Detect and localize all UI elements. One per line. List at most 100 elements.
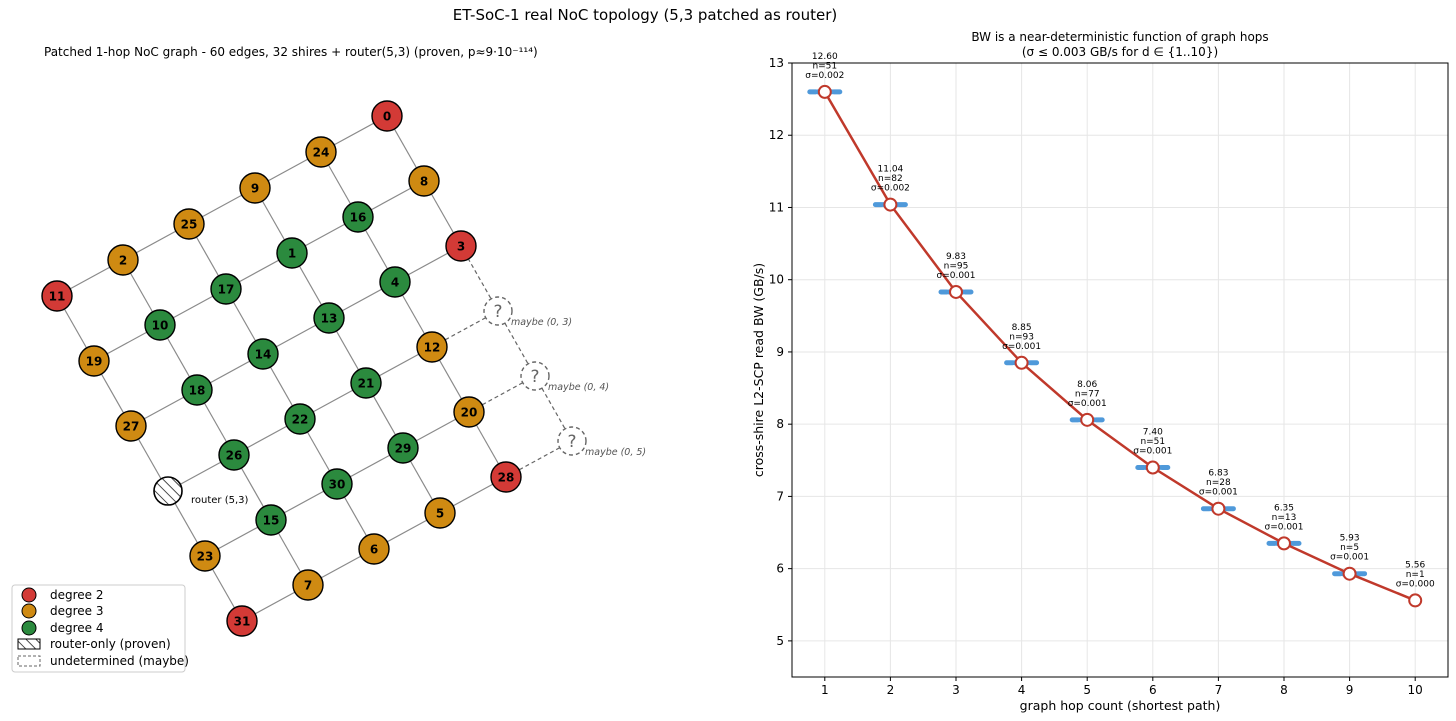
shire-node-label: 14 — [255, 348, 272, 362]
legend-degree4-label: degree 4 — [50, 621, 104, 635]
point-sigma-label: σ=0.002 — [805, 71, 844, 81]
point-value-label: 7.40 — [1143, 428, 1163, 438]
y-tick-label: 6 — [776, 562, 784, 576]
point-n-label: n=82 — [878, 174, 903, 184]
chart-marks: 12.60n=51σ=0.00211.04n=82σ=0.0029.83n=95… — [805, 52, 1435, 608]
shire-node — [173, 208, 205, 240]
shire-node — [239, 172, 271, 204]
point-n-label: n=51 — [1140, 437, 1165, 447]
x-tick-label: 8 — [1280, 683, 1288, 697]
chart-xlabel: graph hop count (shortest path) — [1020, 698, 1221, 713]
legend-maybe-marker — [17, 655, 41, 667]
shire-node — [284, 403, 316, 435]
maybe-node-mark: ? — [530, 367, 539, 387]
shire-node — [371, 100, 403, 132]
shire-node-label: 1 — [288, 247, 296, 261]
chart-title: BW is a near-deterministic function of g… — [971, 30, 1268, 44]
point-value-label: 6.83 — [1208, 469, 1228, 479]
y-tick-label: 13 — [769, 56, 784, 70]
point-sigma-label: σ=0.000 — [1396, 579, 1435, 589]
chart-subtitle: (σ ≤ 0.003 GB/s for d ∈ {1..10}) — [1022, 45, 1218, 59]
graph-edge — [460, 245, 499, 312]
shire-node-label: 10 — [152, 319, 169, 333]
shire-node-label: 21 — [358, 377, 375, 391]
data-point — [1211, 501, 1226, 516]
chart-grid — [792, 62, 1448, 677]
shire-node-label: 19 — [86, 355, 103, 369]
shire-node-label: 2 — [119, 254, 127, 268]
shire-node-label: 30 — [329, 478, 346, 492]
point-value-label: 11.04 — [878, 165, 904, 175]
graph-edge — [497, 310, 536, 377]
x-tick-label: 5 — [1083, 683, 1091, 697]
shire-node-label: 20 — [461, 406, 478, 420]
point-n-label: n=77 — [1075, 389, 1100, 399]
shire-node — [210, 273, 242, 305]
point-sigma-label: σ=0.001 — [1068, 399, 1107, 409]
maybe-node-label: maybe (0, 3) — [511, 317, 572, 328]
x-tick-label: 6 — [1149, 683, 1157, 697]
shire-node — [78, 345, 110, 377]
x-tick-label: 9 — [1346, 683, 1354, 697]
shire-node — [416, 331, 448, 363]
shire-node — [321, 468, 353, 500]
data-point — [1342, 566, 1357, 581]
legend-degree3-label: degree 3 — [50, 604, 104, 618]
data-point — [1408, 593, 1423, 608]
shire-node — [387, 432, 419, 464]
point-sigma-label: σ=0.001 — [936, 271, 975, 281]
point-n-label: n=28 — [1206, 478, 1231, 488]
legend-degree2-marker — [21, 587, 37, 603]
y-tick-label: 8 — [776, 417, 784, 431]
shire-node-label: 16 — [350, 211, 367, 225]
data-point — [1277, 536, 1291, 551]
shire-node — [255, 504, 287, 536]
data-point — [949, 284, 963, 299]
point-n-label: n=13 — [1272, 513, 1297, 523]
point-sigma-label: σ=0.001 — [1199, 488, 1238, 498]
shire-node-label: 8 — [420, 175, 428, 189]
y-tick-label: 10 — [769, 273, 784, 287]
shire-node-label: 17 — [218, 283, 235, 297]
x-tick-label: 1 — [821, 683, 829, 697]
maybe-node — [483, 296, 513, 326]
point-value-label: 8.85 — [1012, 323, 1032, 333]
maybe-node — [520, 361, 550, 391]
shire-node-label: 27 — [123, 420, 140, 434]
legend-degree4-marker — [21, 620, 37, 636]
shire-node-label: 22 — [292, 413, 309, 427]
graph-edges — [56, 115, 573, 622]
legend-router-label: router-only (proven) — [50, 637, 171, 651]
data-point — [817, 84, 832, 99]
data-point — [883, 197, 898, 212]
shire-node-label: 0 — [383, 110, 391, 124]
shire-node — [305, 136, 337, 168]
point-sigma-label: σ=0.001 — [1002, 342, 1041, 352]
graph-legend: degree 2 degree 3 degree 4 router-only (… — [11, 584, 189, 673]
shire-node — [490, 461, 522, 493]
shire-node — [445, 230, 477, 262]
shire-node — [189, 540, 221, 572]
shire-node — [276, 237, 308, 269]
y-tick-label: 7 — [776, 489, 784, 503]
y-tick-label: 12 — [769, 128, 784, 142]
shire-node-label: 24 — [313, 146, 330, 160]
x-tick-label: 7 — [1215, 683, 1223, 697]
shire-node-label: 18 — [189, 384, 206, 398]
legend-maybe-label: undetermined (maybe) — [50, 654, 189, 668]
shire-node — [181, 374, 213, 406]
maybe-node-label: maybe (0, 4) — [548, 382, 609, 393]
x-tick-label: 2 — [887, 683, 895, 697]
shire-node — [379, 266, 411, 298]
point-sigma-label: σ=0.001 — [1264, 522, 1303, 532]
shire-node-label: 13 — [321, 312, 338, 326]
shire-node — [144, 309, 176, 341]
shire-node — [453, 396, 485, 428]
maybe-node-mark: ? — [567, 432, 576, 452]
router-node-label: router (5,3) — [191, 495, 249, 506]
point-sigma-label: σ=0.002 — [871, 184, 910, 194]
shire-node-label: 28 — [498, 471, 515, 485]
shire-node-label: 26 — [226, 449, 243, 463]
